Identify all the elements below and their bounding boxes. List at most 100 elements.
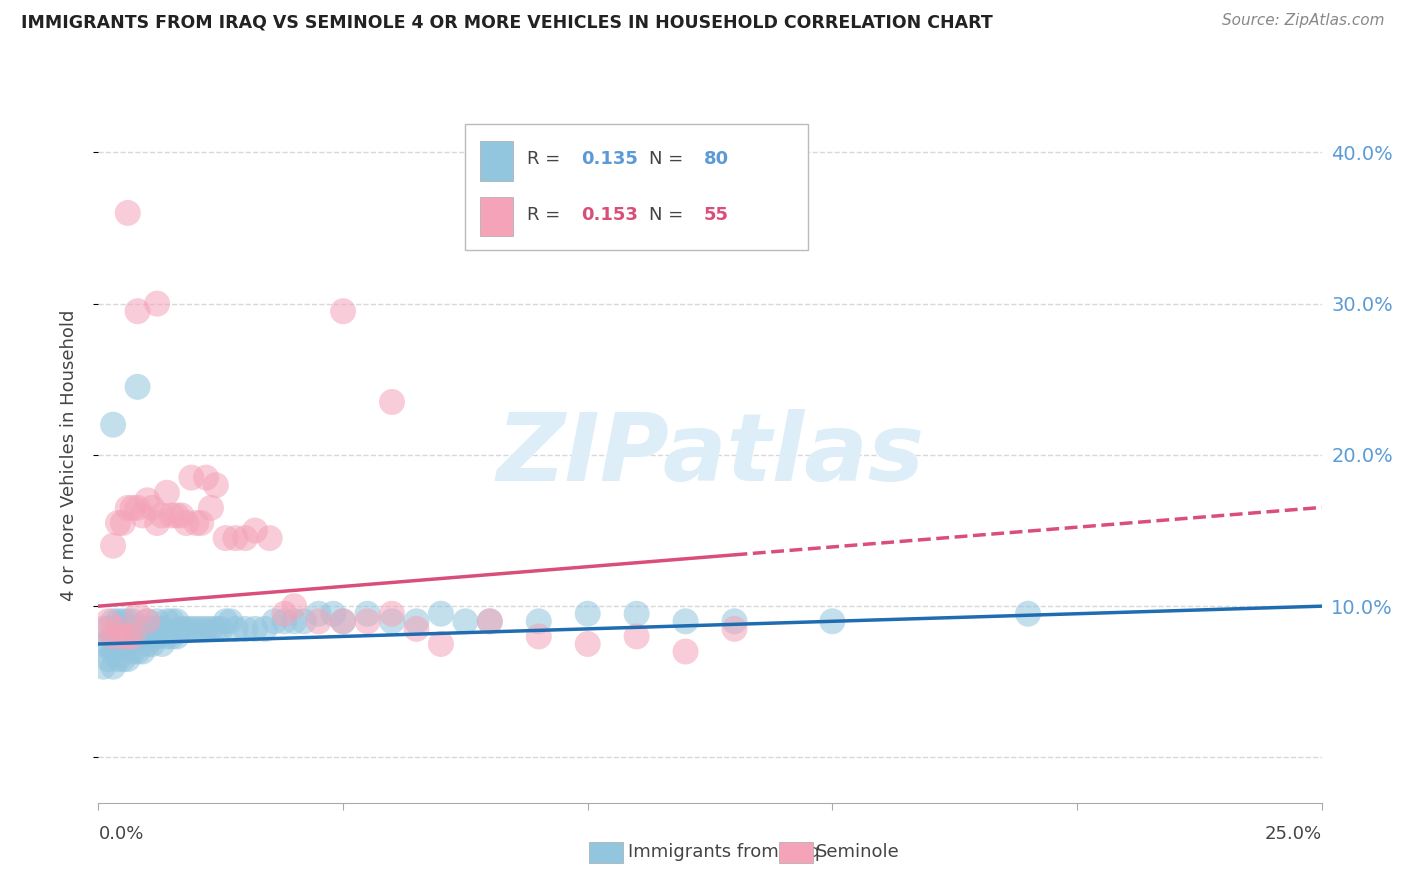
Point (723, 622, 745, 636)
Point (166, 629, 188, 643)
Point (160, 629, 183, 643)
Point (156, 485, 179, 500)
Point (111, 516, 134, 530)
Point (170, 508, 193, 523)
Point (478, 615, 501, 629)
Point (478, 615, 501, 629)
Point (219, 615, 242, 629)
Point (136, 629, 159, 643)
Point (283, 599, 305, 614)
Point (91, 622, 114, 636)
Point (160, 615, 183, 629)
Point (107, 516, 129, 530)
Point (101, 417, 124, 432)
Point (308, 615, 330, 629)
Point (180, 622, 202, 636)
Point (136, 615, 159, 629)
Point (156, 615, 179, 629)
Point (136, 615, 159, 629)
Point (111, 652, 134, 666)
Point (259, 531, 281, 545)
Point (146, 615, 169, 629)
Point (111, 629, 134, 643)
Point (131, 622, 153, 636)
Point (150, 622, 173, 636)
Point (527, 629, 550, 643)
Point (121, 644, 143, 658)
Point (117, 615, 139, 629)
FancyBboxPatch shape (465, 124, 808, 250)
Point (405, 615, 427, 629)
Point (117, 206, 139, 220)
Point (131, 644, 153, 658)
Text: 0.135: 0.135 (582, 150, 638, 169)
Text: Seminole: Seminole (815, 843, 900, 861)
Point (430, 637, 453, 651)
Point (576, 637, 599, 651)
Point (224, 531, 246, 545)
Point (107, 637, 129, 651)
Point (121, 622, 143, 636)
Point (273, 615, 295, 629)
Point (576, 607, 599, 621)
Point (205, 622, 228, 636)
Point (97, 652, 120, 666)
Point (141, 622, 163, 636)
Point (626, 607, 648, 621)
Point (97, 637, 120, 651)
Point (190, 516, 212, 530)
Point (146, 296, 169, 310)
Point (176, 622, 198, 636)
Point (180, 470, 202, 484)
FancyBboxPatch shape (479, 197, 513, 236)
Point (121, 500, 143, 515)
Point (454, 615, 477, 629)
Point (127, 304, 149, 318)
Point (381, 607, 404, 621)
Point (117, 629, 139, 643)
Point (107, 622, 129, 636)
Point (176, 516, 198, 530)
Point (127, 607, 149, 621)
Point (136, 637, 159, 651)
Point (170, 622, 193, 636)
Text: R =: R = (526, 206, 565, 224)
Point (322, 607, 344, 621)
Point (111, 629, 134, 643)
Point (283, 615, 305, 629)
Point (111, 615, 134, 629)
Point (141, 637, 163, 651)
Point (101, 659, 124, 673)
Point (626, 629, 648, 643)
Point (131, 508, 153, 523)
Point (117, 637, 139, 651)
Point (200, 500, 222, 515)
Text: ZIPatlas: ZIPatlas (496, 409, 924, 501)
Text: 0.0%: 0.0% (98, 825, 143, 843)
Point (121, 615, 143, 629)
Point (214, 531, 236, 545)
Point (127, 500, 149, 515)
Text: 55: 55 (704, 206, 728, 224)
Point (136, 493, 159, 508)
Point (195, 622, 218, 636)
Point (253, 622, 276, 636)
Point (150, 508, 173, 523)
Point (117, 500, 139, 515)
Point (332, 615, 354, 629)
Text: R =: R = (526, 150, 565, 169)
Point (146, 516, 169, 530)
Point (101, 539, 124, 553)
Point (101, 629, 124, 643)
Point (356, 615, 378, 629)
Point (209, 622, 232, 636)
Point (405, 622, 427, 636)
Point (675, 644, 697, 658)
Point (150, 637, 173, 651)
Point (186, 516, 208, 530)
FancyBboxPatch shape (479, 141, 513, 181)
Text: Source: ZipAtlas.com: Source: ZipAtlas.com (1222, 13, 1385, 29)
Text: Immigrants from Iraq: Immigrants from Iraq (628, 843, 820, 861)
Point (332, 615, 354, 629)
Point (101, 615, 124, 629)
